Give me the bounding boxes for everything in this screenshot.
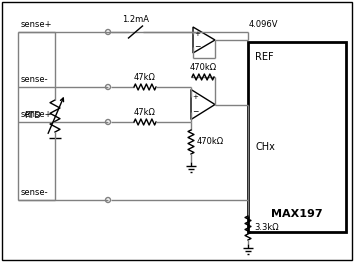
- Text: +: +: [194, 30, 200, 36]
- Text: sense-: sense-: [21, 188, 48, 197]
- Text: −: −: [194, 42, 200, 51]
- Text: 1.2mA: 1.2mA: [122, 15, 149, 24]
- Text: 470kΩ: 470kΩ: [189, 63, 217, 72]
- Text: 47kΩ: 47kΩ: [134, 108, 156, 117]
- Text: CHx: CHx: [255, 141, 275, 151]
- Text: 4.096V: 4.096V: [249, 20, 279, 29]
- Text: sense+: sense+: [21, 20, 52, 29]
- Text: 47kΩ: 47kΩ: [134, 73, 156, 82]
- Text: 470kΩ: 470kΩ: [197, 138, 224, 146]
- Text: +: +: [192, 94, 198, 100]
- Text: 3.3kΩ: 3.3kΩ: [254, 223, 279, 232]
- Text: MAX197: MAX197: [271, 209, 323, 219]
- Text: sense-: sense-: [21, 75, 48, 84]
- Text: sense+: sense+: [21, 110, 52, 119]
- Text: REF: REF: [255, 52, 274, 62]
- Bar: [248, 42, 346, 232]
- Text: RTD: RTD: [24, 112, 41, 121]
- Text: −: −: [192, 107, 198, 117]
